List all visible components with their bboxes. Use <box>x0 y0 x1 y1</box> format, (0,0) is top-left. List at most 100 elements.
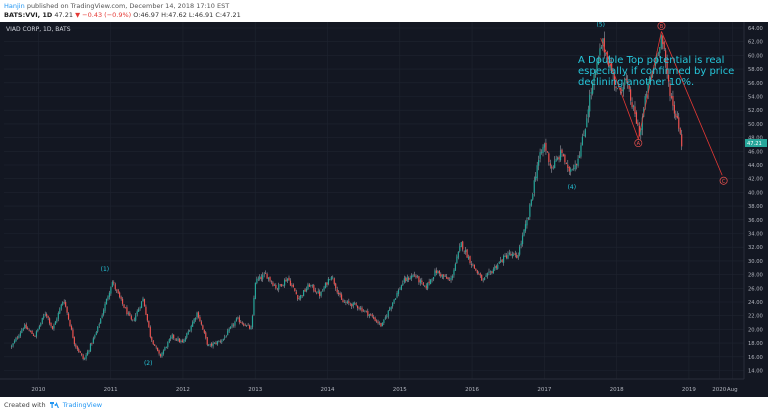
candle-body <box>235 318 238 322</box>
chart-area[interactable]: 14.00 16.00 18.00 20.00 22.00 24.00 26.00 28.00… <box>0 22 768 397</box>
candle-body <box>456 256 458 264</box>
candle-body <box>538 159 540 166</box>
candle-body <box>237 317 239 319</box>
candle-body <box>47 315 49 318</box>
tradingview-link[interactable]: TradingView <box>62 401 103 409</box>
candle-body <box>665 50 667 62</box>
symbol-name: BATS:VVI, 1D <box>4 11 53 19</box>
candle-body <box>540 152 543 153</box>
candle-body <box>573 168 575 169</box>
last-value: 47.21 <box>54 11 74 19</box>
candle-body <box>558 156 560 160</box>
candle-body <box>627 81 629 84</box>
candle-body <box>371 314 373 317</box>
candle-body <box>281 284 283 287</box>
symbol-legend: BATS:VVI, 1D 47.21 ▼ −0.43 (−0.9%) O:46.… <box>4 11 241 19</box>
candle-body <box>348 301 350 304</box>
candle-body <box>495 265 497 268</box>
candle-body <box>31 330 33 335</box>
candle-body <box>530 199 532 206</box>
candle-body <box>324 283 327 288</box>
candle-body <box>46 313 48 317</box>
candle-body <box>34 336 36 337</box>
candle-body <box>50 322 52 326</box>
candle-body <box>228 328 230 332</box>
candle-body <box>316 292 318 294</box>
candle-body <box>502 255 505 263</box>
candle-body <box>317 291 319 293</box>
candle-body <box>51 326 54 329</box>
candle-body <box>500 260 502 262</box>
candle-body <box>378 322 381 324</box>
candle-body <box>28 330 30 331</box>
candle-body <box>470 264 473 266</box>
candle-body <box>97 326 99 332</box>
candle-body <box>631 102 633 108</box>
candle-body <box>504 255 506 257</box>
candle-body <box>411 275 413 279</box>
candle-body <box>276 288 278 290</box>
candle-body <box>641 117 643 131</box>
author-link[interactable]: Hanjin <box>4 2 25 10</box>
chart-title: VIAD CORP, 1D, BATS <box>6 26 71 33</box>
candle-body <box>301 295 303 297</box>
candle-body <box>524 224 527 231</box>
candle-body <box>307 284 309 290</box>
candle-body <box>19 332 21 337</box>
candle-body <box>189 330 191 332</box>
candle-body <box>552 167 554 169</box>
candle-body <box>571 169 573 171</box>
candle-body <box>416 276 419 277</box>
candle-body <box>190 326 192 331</box>
candle-body <box>116 289 118 291</box>
candle-body <box>400 285 402 290</box>
candle-body <box>583 135 585 137</box>
candle-body <box>227 330 229 336</box>
candlestick-chart[interactable]: 14.00 16.00 18.00 20.00 22.00 24.00 26.00 28.00… <box>0 22 768 397</box>
x-tick-label: 2017 <box>537 387 551 393</box>
candle-body <box>389 308 391 311</box>
candle-body <box>29 330 32 332</box>
candle-body <box>469 255 471 264</box>
candle-body <box>542 147 544 153</box>
candle-body <box>476 270 478 274</box>
candle-body <box>219 341 221 343</box>
down-arrow-icon: ▼ <box>75 11 81 19</box>
candle-body <box>351 303 353 307</box>
candle-body <box>592 83 594 94</box>
candle-body <box>339 293 341 295</box>
x-tick-label: 2011 <box>104 387 118 393</box>
candle-body <box>120 296 122 299</box>
candle-body <box>310 285 312 286</box>
candle-body <box>663 42 665 50</box>
candle-body <box>383 319 385 324</box>
candle-body <box>183 340 185 343</box>
candle-body <box>532 193 534 200</box>
candle-body <box>447 277 449 280</box>
candle-body <box>375 320 378 322</box>
candle-body <box>413 274 416 276</box>
candle-body <box>394 298 397 300</box>
candle-body <box>323 287 325 291</box>
candle-body <box>619 87 621 90</box>
candle-body <box>377 321 379 324</box>
candle-body <box>355 303 357 305</box>
candle-body <box>399 289 401 290</box>
candle-body <box>535 176 537 181</box>
candle-body <box>240 321 242 323</box>
candle-body <box>519 246 521 255</box>
candle-body <box>638 126 640 137</box>
candle-body <box>361 307 363 312</box>
candle-body <box>234 321 236 326</box>
candle-body <box>192 322 194 327</box>
candle-body <box>616 88 619 90</box>
y-tick-label: 36.00 <box>748 218 763 224</box>
publish-header: Hanjin published on TradingView.com, Dec… <box>0 0 768 22</box>
candle-body <box>392 302 394 307</box>
candle-body <box>615 86 617 88</box>
candle-body <box>136 311 138 315</box>
candle-body <box>244 325 246 327</box>
candle-body <box>135 315 137 321</box>
abc-label: B <box>660 24 664 30</box>
candle-body <box>608 61 610 67</box>
